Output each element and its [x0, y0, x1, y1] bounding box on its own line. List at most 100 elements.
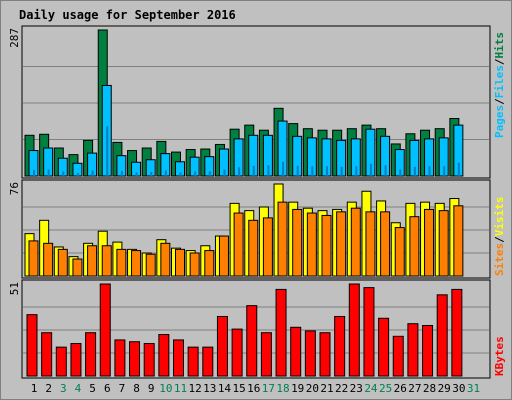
bar-sites: [189, 252, 200, 277]
bar-kbytes: [114, 339, 126, 377]
bar-kbytes: [246, 305, 258, 377]
bar-kbytes: [392, 335, 404, 377]
bar-sites: [175, 248, 185, 277]
x-tick-label: 10: [159, 382, 172, 395]
bar-kbytes: [260, 332, 272, 377]
bar-sites: [72, 258, 83, 277]
legend-pages: Pages: [493, 105, 506, 138]
bar-pages: [384, 165, 387, 176]
bar-kbytes: [436, 294, 448, 377]
panel-visits-legend: Sites/Visits: [493, 197, 506, 277]
bar-kbytes: [216, 315, 228, 377]
x-tick-label: 23: [350, 382, 363, 395]
bar-sites: [28, 240, 39, 277]
bar-sites: [101, 245, 112, 277]
legend-files: Files: [493, 65, 506, 98]
bar-sites: [438, 210, 449, 277]
bar-sites: [394, 227, 405, 277]
bar-kbytes: [99, 283, 111, 377]
bar-sites: [380, 211, 391, 277]
x-tick-label: 7: [119, 382, 126, 395]
bar-pages: [311, 166, 314, 176]
bar-pages: [340, 166, 343, 176]
legend-sep: /: [493, 236, 506, 243]
bar-sites: [453, 205, 464, 277]
x-tick-label: 15: [232, 382, 245, 395]
legend-sep: /: [493, 58, 506, 65]
x-tick-label: 8: [133, 382, 140, 395]
bar-kbytes: [70, 343, 82, 377]
bar-sites: [233, 212, 244, 277]
x-tick-label: 31: [467, 382, 480, 395]
bar-sites: [145, 253, 156, 277]
bar-kbytes: [275, 288, 287, 377]
bar-kbytes: [85, 332, 97, 377]
bar-pages: [33, 169, 35, 176]
panel-hits-legend: Pages/Files/Hits: [493, 32, 506, 138]
bar-kbytes: [304, 330, 316, 377]
bar-pages: [150, 171, 153, 176]
bar-kbytes: [422, 324, 434, 377]
x-tick-label: 20: [306, 382, 319, 395]
legend-visits: Visits: [493, 197, 506, 237]
panel-hits-ymax-label: 287: [8, 28, 21, 48]
bar-kbytes: [363, 287, 375, 377]
bar-kbytes: [41, 332, 53, 377]
x-tick-label: 26: [394, 382, 407, 395]
bar-pages: [428, 166, 431, 176]
bar-pages: [106, 126, 109, 176]
bar-pages: [457, 162, 460, 176]
bar-sites: [350, 207, 361, 277]
bar-pages: [194, 171, 197, 176]
legend-kbytes: KBytes: [493, 336, 506, 376]
legend-hits: Hits: [493, 32, 506, 59]
x-tick-label: 13: [203, 382, 216, 395]
x-tick-label: 1: [31, 382, 38, 395]
x-tick-label: 12: [189, 382, 202, 395]
x-tick-label: 9: [148, 382, 155, 395]
bar-sites: [262, 217, 273, 277]
bar-pages: [296, 165, 299, 176]
x-tick-label: 18: [276, 382, 289, 395]
bar-kbytes: [348, 283, 360, 377]
bar-sites: [248, 219, 259, 277]
bar-kbytes: [202, 346, 214, 377]
bar-sites: [87, 245, 98, 277]
bar-pages: [179, 172, 182, 176]
panel-visits-ymax-label: 76: [8, 182, 21, 195]
bar-pages: [223, 169, 226, 176]
bar-kbytes: [290, 326, 302, 377]
legend-sites: Sites: [493, 243, 506, 276]
bar-pages: [282, 161, 285, 176]
bar-pages: [252, 165, 255, 176]
bar-pages: [135, 172, 138, 176]
x-tick-label: 2: [45, 382, 52, 395]
bar-pages: [267, 165, 270, 176]
x-tick-label: 4: [75, 382, 82, 395]
x-tick-label: 11: [174, 382, 187, 395]
bar-kbytes: [451, 288, 463, 377]
bar-pages: [355, 166, 358, 176]
bar-kbytes: [187, 346, 199, 377]
bar-sites: [116, 248, 127, 277]
bar-kbytes: [129, 341, 141, 377]
bar-sites: [424, 208, 435, 277]
bar-sites: [321, 214, 332, 277]
x-tick-label: 16: [247, 382, 260, 395]
bar-sites: [43, 242, 54, 277]
bar-pages: [369, 163, 372, 176]
x-tick-label: 30: [452, 382, 465, 395]
chart-title: Daily usage for September 2016: [19, 8, 236, 22]
bar-sites: [131, 250, 142, 277]
bar-kbytes: [173, 339, 184, 377]
x-tick-label: 19: [291, 382, 304, 395]
bar-pages: [76, 172, 79, 176]
bar-sites: [160, 242, 171, 277]
bar-kbytes: [334, 315, 346, 377]
bar-kbytes: [55, 346, 67, 377]
x-tick-label: 14: [218, 382, 232, 395]
x-tick-label: 27: [408, 382, 421, 395]
bar-kbytes: [231, 328, 243, 377]
bar-pages: [62, 171, 65, 176]
bar-pages: [47, 169, 50, 176]
